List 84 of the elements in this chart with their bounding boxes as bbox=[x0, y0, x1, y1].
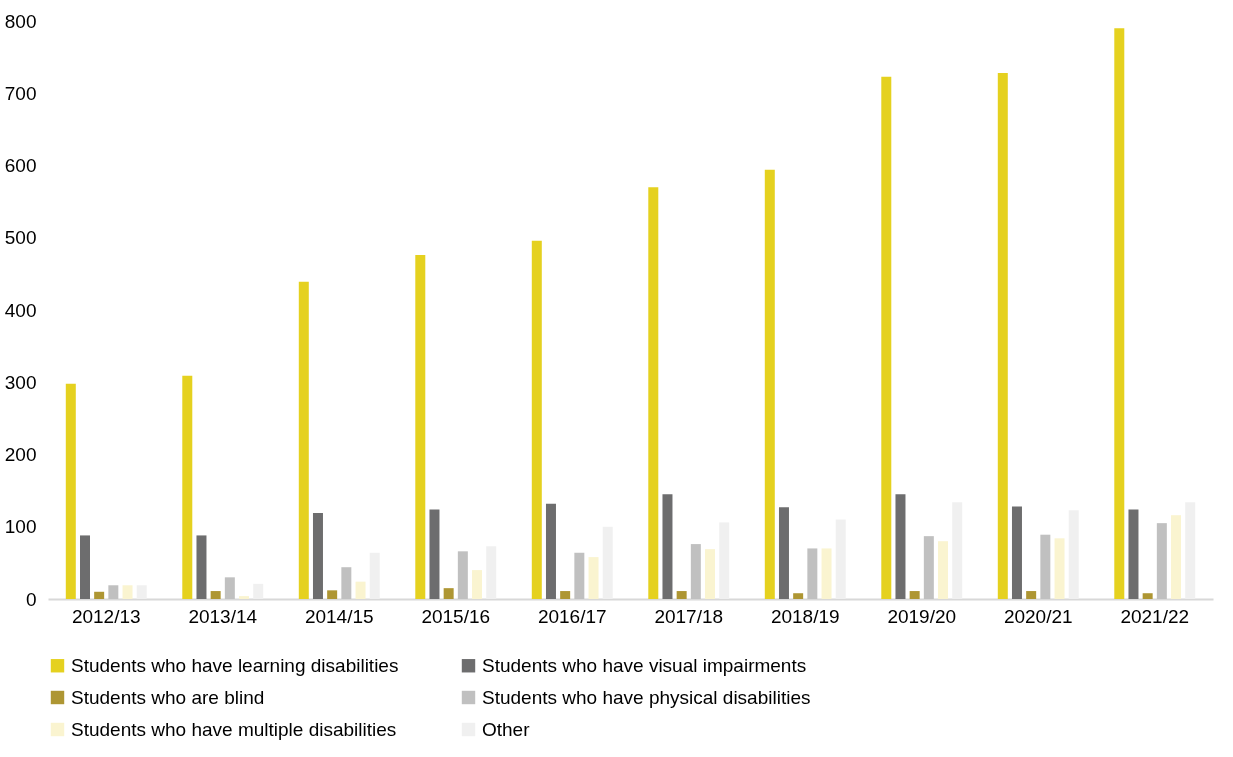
bar bbox=[443, 588, 454, 599]
bar bbox=[182, 375, 193, 599]
bar bbox=[705, 549, 716, 599]
bar bbox=[122, 585, 133, 599]
bar bbox=[778, 507, 789, 599]
bar bbox=[835, 519, 846, 599]
x-tick-label: 2020/21 bbox=[1003, 605, 1073, 627]
bar bbox=[588, 557, 599, 599]
bar bbox=[79, 535, 90, 599]
y-tick-label: 100 bbox=[4, 516, 37, 538]
x-tick-label: 2014/15 bbox=[304, 605, 374, 627]
bar bbox=[1054, 538, 1065, 599]
x-tick-label: 2018/19 bbox=[770, 605, 840, 627]
x-tick-label: 2013/14 bbox=[188, 605, 258, 627]
y-tick-label: 700 bbox=[4, 82, 37, 104]
bar bbox=[1156, 523, 1167, 599]
bar bbox=[997, 73, 1008, 599]
x-tick-label: 2019/20 bbox=[887, 605, 957, 627]
bar bbox=[807, 548, 818, 599]
y-tick-label: 200 bbox=[4, 444, 37, 465]
bar bbox=[298, 281, 309, 599]
bar bbox=[662, 494, 673, 599]
y-tick-label: 300 bbox=[4, 371, 37, 393]
y-tick-label: 400 bbox=[4, 299, 37, 321]
bar bbox=[1026, 591, 1037, 599]
x-tick-label: 2021/22 bbox=[1120, 605, 1190, 627]
bar bbox=[108, 585, 119, 599]
bar bbox=[574, 552, 585, 599]
x-tick-label: 2015/16 bbox=[421, 605, 491, 627]
bar bbox=[602, 526, 613, 599]
bar bbox=[690, 544, 701, 599]
bar bbox=[1040, 534, 1051, 599]
y-tick-label: 500 bbox=[4, 227, 37, 249]
legend-label: Other bbox=[482, 718, 531, 740]
bar bbox=[560, 591, 571, 599]
bar bbox=[341, 567, 352, 599]
bar bbox=[1114, 28, 1125, 599]
x-tick-label: 2012/13 bbox=[71, 605, 141, 627]
bar bbox=[793, 593, 804, 599]
bar bbox=[415, 255, 426, 599]
bar bbox=[719, 522, 730, 599]
bar bbox=[1068, 510, 1079, 599]
legend-label: Students who have visual impairments bbox=[482, 654, 807, 676]
y-tick-label: 0 bbox=[25, 588, 37, 610]
bar bbox=[938, 541, 949, 599]
y-tick-label: 800 bbox=[4, 10, 37, 32]
bar bbox=[1171, 515, 1182, 599]
bar bbox=[472, 570, 483, 599]
bar bbox=[312, 513, 323, 599]
bar bbox=[355, 581, 366, 599]
bar bbox=[65, 383, 76, 599]
bar bbox=[429, 509, 440, 599]
legend-label: Students who are blind bbox=[71, 686, 265, 708]
bar bbox=[531, 240, 542, 599]
bar bbox=[1128, 509, 1139, 599]
bar bbox=[909, 591, 920, 599]
bar bbox=[648, 187, 659, 599]
bar bbox=[253, 583, 264, 599]
bar bbox=[94, 591, 105, 599]
bar bbox=[1142, 593, 1153, 599]
bar bbox=[952, 502, 963, 599]
bar bbox=[224, 577, 235, 599]
bar bbox=[881, 76, 892, 599]
legend-label: Students who have physical disabilities bbox=[482, 686, 811, 708]
bar bbox=[196, 535, 207, 599]
bar bbox=[821, 548, 832, 599]
bar bbox=[327, 590, 338, 599]
bar bbox=[1185, 502, 1196, 599]
bar bbox=[457, 551, 468, 599]
legend-label: Students who have learning disabilities bbox=[71, 654, 399, 676]
bar bbox=[545, 503, 556, 599]
bar bbox=[676, 591, 687, 599]
bar bbox=[369, 552, 380, 599]
bar bbox=[764, 169, 775, 599]
legend-label: Students who have multiple disabilities bbox=[71, 718, 397, 740]
bar bbox=[210, 591, 221, 599]
bar bbox=[923, 536, 934, 599]
bar bbox=[895, 494, 906, 599]
x-tick-label: 2016/17 bbox=[537, 605, 607, 627]
x-tick-label: 2017/18 bbox=[654, 605, 724, 627]
y-tick-label: 600 bbox=[4, 155, 37, 176]
bar bbox=[1011, 506, 1022, 599]
bar bbox=[136, 585, 147, 599]
bar bbox=[486, 546, 497, 599]
